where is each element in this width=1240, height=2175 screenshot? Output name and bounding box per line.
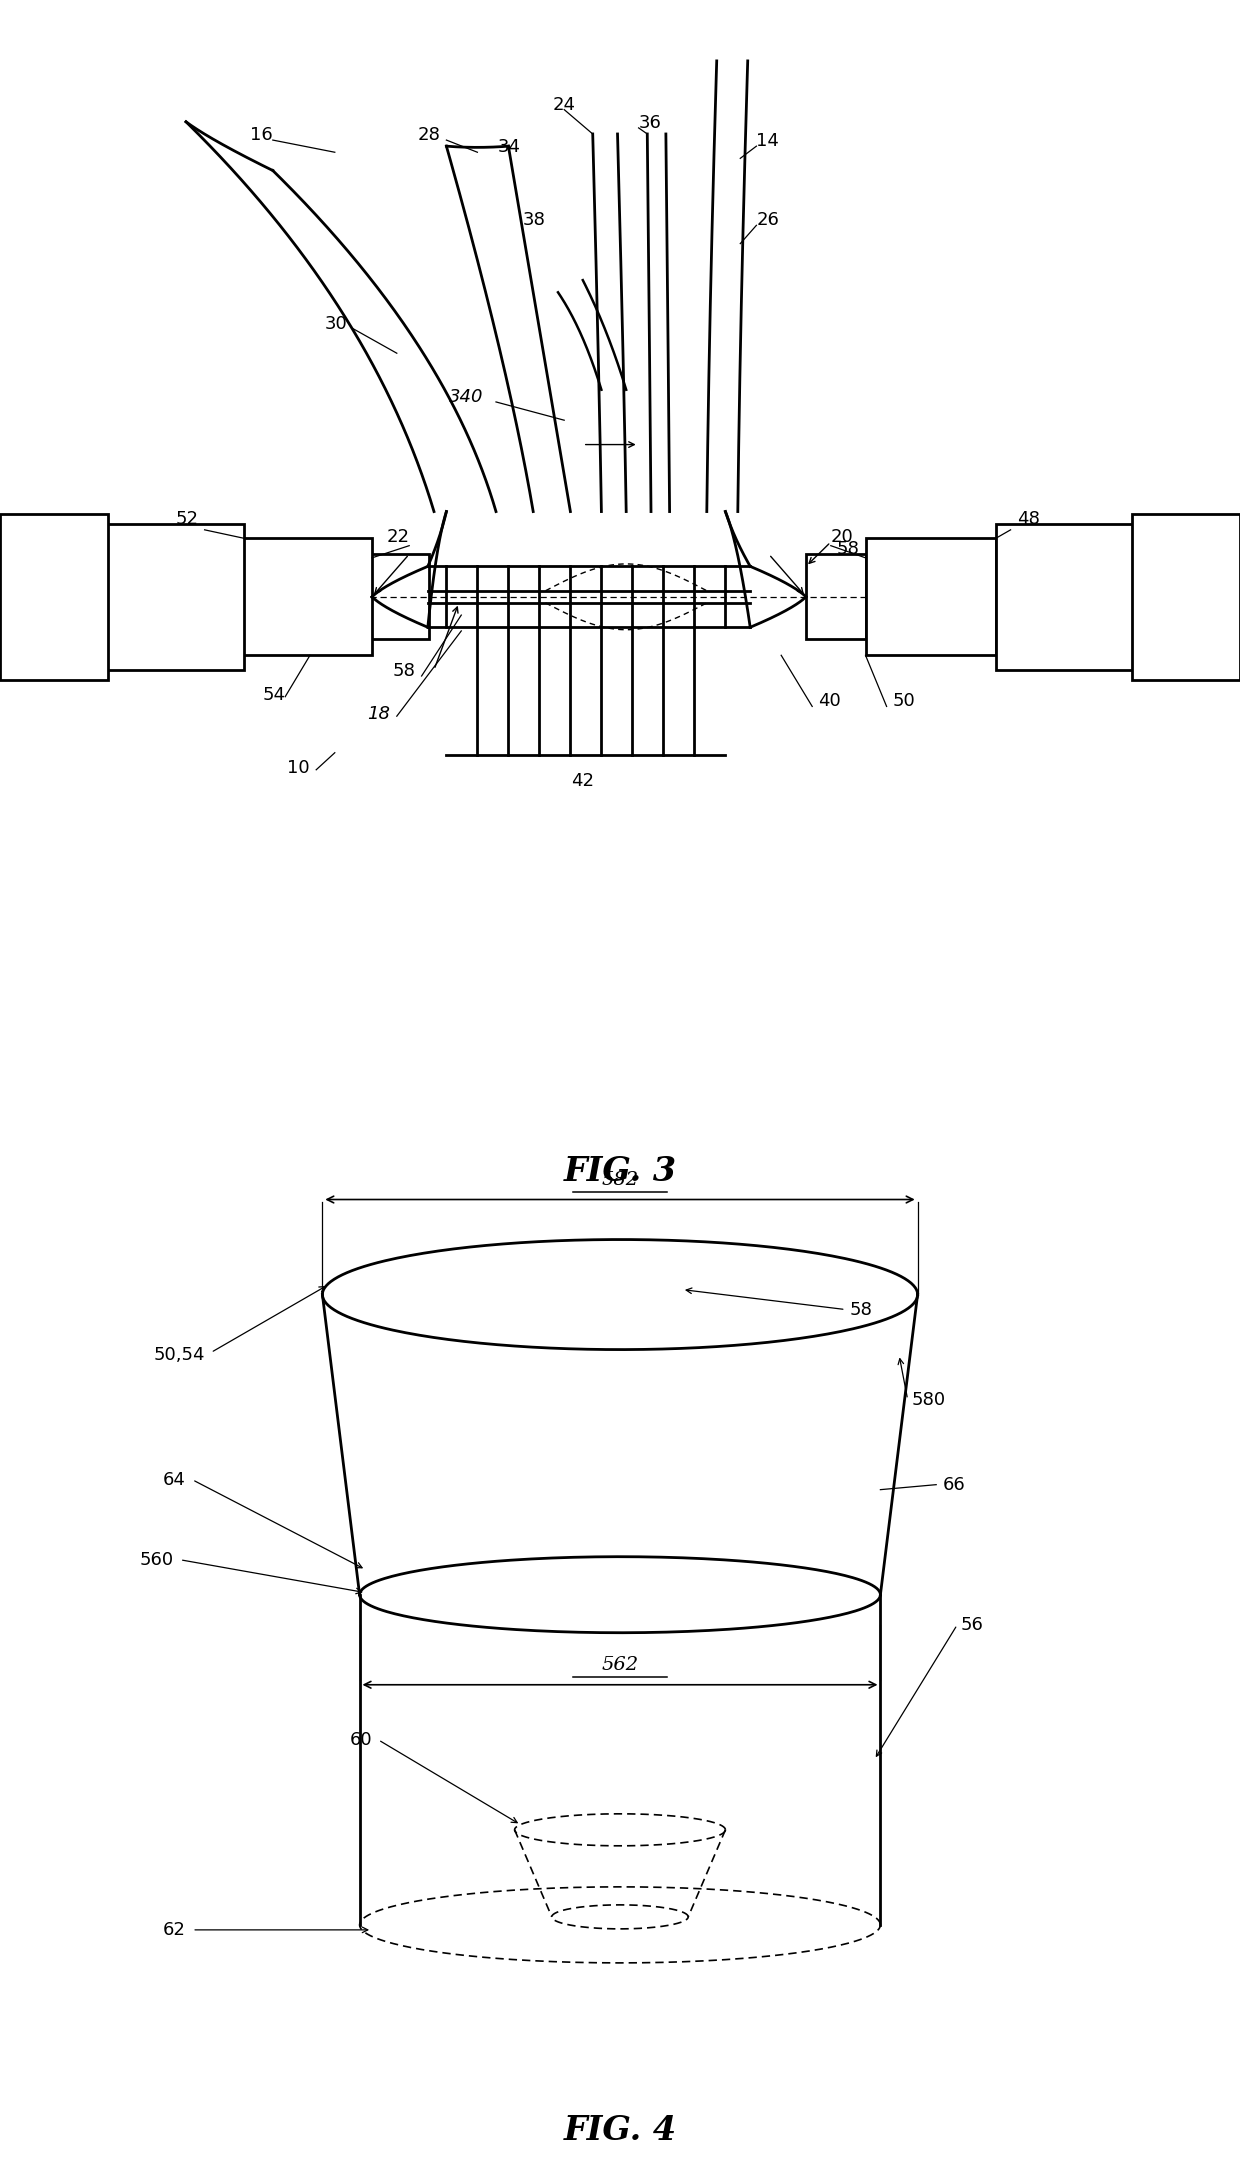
Bar (1132, 513, 1240, 679)
Text: 58: 58 (393, 661, 415, 681)
Text: FIG. 4: FIG. 4 (563, 2114, 677, 2147)
Text: 582: 582 (601, 1170, 639, 1188)
Text: 18: 18 (367, 705, 391, 722)
Text: 54: 54 (262, 687, 285, 705)
Text: 48: 48 (1017, 509, 1039, 529)
Bar (996, 524, 1135, 670)
Text: 10: 10 (288, 759, 310, 776)
Text: 20: 20 (831, 529, 853, 546)
Text: 42: 42 (572, 772, 594, 790)
Bar (370, 555, 429, 639)
Text: 30: 30 (325, 315, 347, 333)
Text: 64: 64 (164, 1470, 186, 1488)
Text: 50: 50 (893, 692, 915, 711)
Text: 36: 36 (639, 113, 661, 133)
Text: 62: 62 (164, 1921, 186, 1938)
Text: 560: 560 (139, 1551, 174, 1568)
Text: 56: 56 (961, 1616, 983, 1633)
Text: 50,54: 50,54 (153, 1346, 205, 1364)
Bar (0, 513, 108, 679)
Text: 40: 40 (818, 692, 841, 711)
Text: 38: 38 (523, 211, 546, 228)
Text: 66: 66 (942, 1475, 965, 1494)
Text: 58: 58 (837, 539, 859, 559)
Text: 28: 28 (418, 126, 440, 144)
Bar (866, 539, 996, 655)
Text: 58: 58 (849, 1301, 872, 1318)
Text: 52: 52 (175, 509, 198, 529)
Text: 26: 26 (756, 211, 779, 228)
Text: FIG. 3: FIG. 3 (563, 1155, 677, 1188)
Text: 340: 340 (449, 387, 484, 407)
Text: 562: 562 (601, 1655, 639, 1675)
Text: 60: 60 (350, 1731, 372, 1749)
Text: 580: 580 (911, 1390, 946, 1409)
Text: 24: 24 (553, 96, 575, 113)
Text: 34: 34 (497, 139, 521, 157)
Bar (806, 555, 866, 639)
Bar (242, 539, 372, 655)
Text: 22: 22 (386, 529, 409, 546)
Bar (105, 524, 244, 670)
Text: 14: 14 (756, 133, 779, 150)
Text: 16: 16 (250, 126, 273, 144)
